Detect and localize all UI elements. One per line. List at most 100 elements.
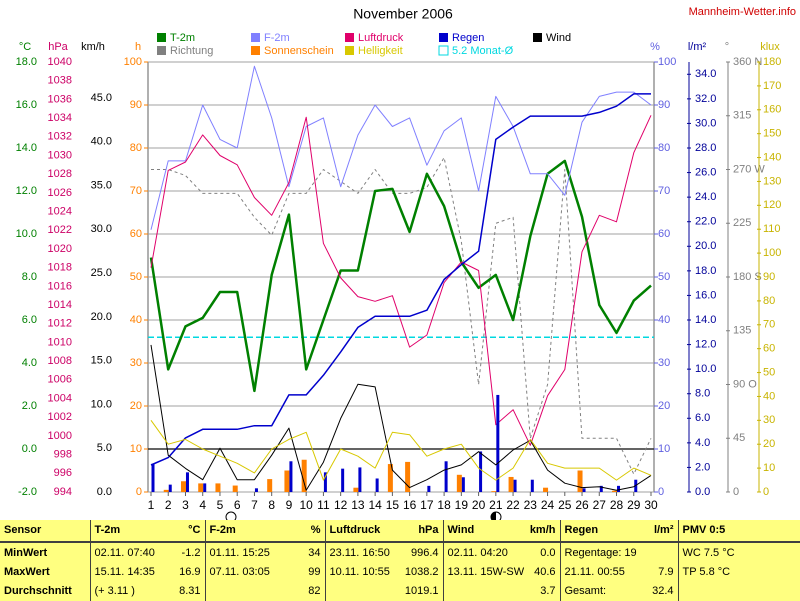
cell-value: 3.7 (540, 585, 556, 598)
x-tick-label: 28 (610, 498, 624, 512)
cell-text: 23.11. 16:50 (329, 546, 390, 559)
y-tick-label: 996 (54, 467, 72, 479)
data-cell: Gesamt: 32.4 (559, 581, 678, 601)
y-tick-label: 16.0 (16, 99, 37, 111)
y-tick-label: 24.0 (695, 191, 716, 203)
cell-value: 82 (308, 585, 321, 598)
bar (496, 394, 500, 492)
column-name: Regen (564, 524, 599, 537)
y-tick-label: 180 (763, 56, 781, 68)
cell-text: Regentage: 19 (564, 546, 637, 559)
x-tick-label: 1 (148, 498, 155, 512)
column-unit: l/m² (653, 524, 674, 537)
y-tick-label: 90 (130, 99, 142, 111)
column-name: T-2m (94, 524, 121, 537)
y-tick-label: 50 (658, 271, 670, 283)
bar (168, 484, 172, 492)
bar (375, 478, 379, 492)
bar (479, 451, 483, 492)
y-tick-label: 100 (763, 247, 781, 259)
bar (301, 459, 307, 492)
header-cell: PMV 0:5 (677, 520, 800, 543)
data-cell: (+ 3.11 ) 8.31 (89, 581, 205, 601)
y-tick-label: 10 (658, 443, 670, 455)
bar (387, 464, 393, 492)
y-tick-label: 32.0 (695, 93, 716, 105)
y-tick-label: 1010 (48, 336, 72, 348)
header-cell: Sensor (0, 520, 90, 543)
stats-table: Sensor T-2m °C F-2m% Luftdruck hPa Wind km/h Reg… (0, 520, 800, 601)
cell-text: 15.11. 14:35 (94, 565, 155, 578)
y-tick-label: 90 O (733, 378, 757, 390)
y-tick-label: 60 (130, 228, 142, 240)
cell-text: WC 7.5 °C (682, 546, 735, 559)
column-name: Wind (447, 524, 475, 537)
column-name: Luftdruck (329, 524, 381, 537)
header-cell: T-2m °C (89, 520, 205, 543)
series-line (150, 65, 652, 230)
y-tick-label: 315 (733, 110, 751, 122)
source: Mannheim-Wetter.info (689, 6, 796, 18)
bar (612, 490, 618, 492)
y-tick-label: 1008 (48, 355, 72, 367)
legend-swatch (439, 33, 448, 42)
header-cell: Luftdruck hPa (324, 520, 443, 543)
y-tick-label: 1004 (48, 392, 72, 404)
cell-value: 99 (308, 565, 321, 578)
x-tick-label: 19 (455, 498, 469, 512)
y-tick-label: 270 W (733, 163, 765, 175)
y-tick-label: 1014 (48, 299, 72, 311)
y-tick-label: 45 (733, 432, 745, 444)
y-tick-label: 90 (763, 271, 775, 283)
bar (198, 483, 204, 492)
cell-value: 1019.1 (404, 585, 439, 598)
y-tick-label: 1028 (48, 168, 72, 180)
bar (267, 479, 273, 492)
y-tick-label: 70 (130, 185, 142, 197)
row-label: MinWert (4, 546, 48, 559)
x-tick-label: 9 (286, 498, 293, 512)
x-tick-label: 5 (217, 498, 224, 512)
x-tick-label: 8 (268, 498, 275, 512)
x-tick-label: 24 (541, 498, 555, 512)
data-cell: 07.11. 03:05 99 (204, 562, 325, 582)
y-tick-label: 998 (54, 449, 72, 461)
y-tick-label: 1016 (48, 280, 72, 292)
y-tick-label: 40.0 (91, 136, 112, 148)
y-tick-label: 10.0 (16, 228, 37, 240)
bar (353, 487, 359, 492)
bar (427, 485, 431, 492)
y-tick-label: 40 (130, 314, 142, 326)
x-tick-label: 23 (524, 498, 538, 512)
y-tick-label: 40 (763, 390, 775, 402)
x-tick-label: 26 (575, 498, 589, 512)
y-tick-label: 0 (733, 486, 739, 498)
bar (323, 472, 327, 492)
y-tick-label: 6.0 (22, 314, 37, 326)
x-tick-label: 15 (386, 498, 400, 512)
x-tick-label: 27 (593, 498, 607, 512)
y-tick-label: 0.0 (97, 486, 112, 498)
y-tick-label: 140 (763, 151, 781, 163)
y-tick-label: 80 (130, 142, 142, 154)
y-tick-label: 70 (658, 185, 670, 197)
legend-swatch (438, 45, 449, 56)
bar (151, 463, 155, 492)
y-tick-label: 18.0 (16, 56, 37, 68)
y-tick-label: 1020 (48, 243, 72, 255)
legend-label: F-2m (264, 32, 290, 44)
axis-unit: °C (19, 41, 31, 53)
y-tick-label: 1012 (48, 318, 72, 330)
y-tick-label: 1024 (48, 205, 72, 217)
bar (444, 461, 448, 492)
y-tick-label: 80 (658, 142, 670, 154)
data-cell: 21.11. 00:55 7.9 (559, 562, 678, 582)
x-tick-label: 22 (506, 498, 520, 512)
y-tick-label: 100 (124, 56, 142, 68)
y-tick-label: 110 (763, 223, 781, 235)
legend-swatch (345, 46, 354, 55)
new-moon-icon-fill (491, 512, 496, 522)
bar (617, 485, 621, 492)
legend-label: Regen (452, 32, 484, 44)
y-tick-label: 1038 (48, 75, 72, 87)
